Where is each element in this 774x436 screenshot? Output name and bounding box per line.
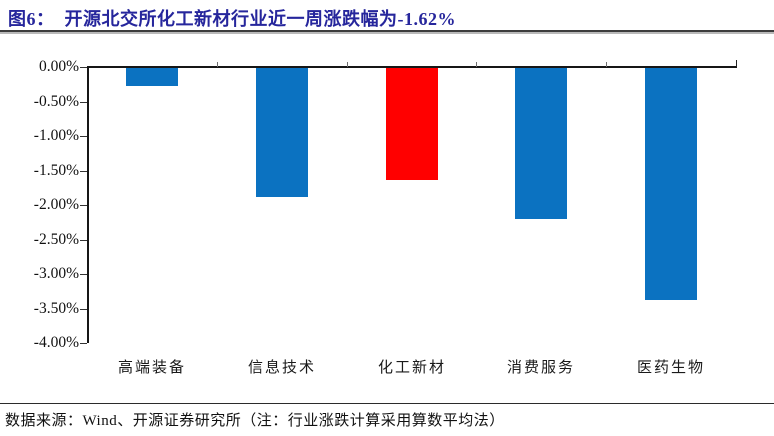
y-tick-label: -3.00% bbox=[33, 265, 79, 282]
y-tick-label: -2.00% bbox=[33, 196, 79, 213]
x-category-label: 化工新材 bbox=[377, 360, 446, 376]
chart-bar-4 bbox=[515, 68, 567, 219]
figure-title: 图6： 开源北交所化工新材行业近一周涨跌幅为-1.62% bbox=[8, 5, 456, 31]
source-note: 数据来源：Wind、开源证券研究所（注：行业涨跌计算采用算数平均法） bbox=[5, 413, 505, 429]
chart-bar-1 bbox=[126, 68, 178, 86]
y-tick-label: -2.50% bbox=[33, 230, 79, 248]
category-boundary-tick bbox=[606, 62, 608, 67]
y-tick-mark bbox=[80, 308, 87, 310]
y-tick-mark bbox=[80, 239, 87, 241]
figure-number-label: 图6： bbox=[8, 9, 55, 29]
y-tick-mark bbox=[80, 67, 87, 68]
chart-bar-5 bbox=[645, 68, 697, 300]
figure-title-text: 开源北交所化工新材行业近一周涨跌幅为-1.62% bbox=[64, 9, 456, 29]
y-tick-mark bbox=[80, 343, 87, 344]
y-tick-label: -4.00% bbox=[33, 334, 79, 351]
x-axis-zero-line bbox=[87, 66, 737, 68]
x-category-label: 信息技术 bbox=[247, 360, 316, 376]
y-tick-mark bbox=[80, 205, 87, 206]
footer-divider bbox=[0, 403, 774, 404]
x-category-label: 消费服务 bbox=[506, 360, 575, 376]
y-axis-line bbox=[87, 67, 89, 343]
category-boundary-tick bbox=[736, 60, 737, 67]
y-tick-label: -3.50% bbox=[33, 299, 79, 317]
y-tick-label: 0.00% bbox=[38, 58, 79, 75]
title-divider bbox=[0, 30, 774, 32]
y-tick-label: -0.50% bbox=[33, 92, 79, 110]
y-tick-mark bbox=[80, 170, 87, 172]
y-tick-mark bbox=[80, 274, 87, 275]
chart-bar-2 bbox=[256, 68, 308, 197]
category-boundary-tick bbox=[476, 62, 478, 67]
y-tick-mark bbox=[80, 136, 87, 137]
bar-chart: 0.00% -0.50% -1.00% -1.50% -2.00% -2.50% -3.00… bbox=[33, 58, 737, 376]
category-boundary-tick bbox=[346, 62, 348, 67]
y-tick-label: -1.50% bbox=[33, 161, 79, 179]
y-tick-label: -1.00% bbox=[33, 127, 79, 144]
x-category-label: 医药生物 bbox=[636, 360, 705, 376]
y-tick-mark bbox=[80, 101, 87, 103]
x-category-label: 高端装备 bbox=[117, 360, 186, 376]
chart-bar-3 bbox=[386, 68, 438, 180]
category-boundary-tick bbox=[216, 62, 218, 67]
